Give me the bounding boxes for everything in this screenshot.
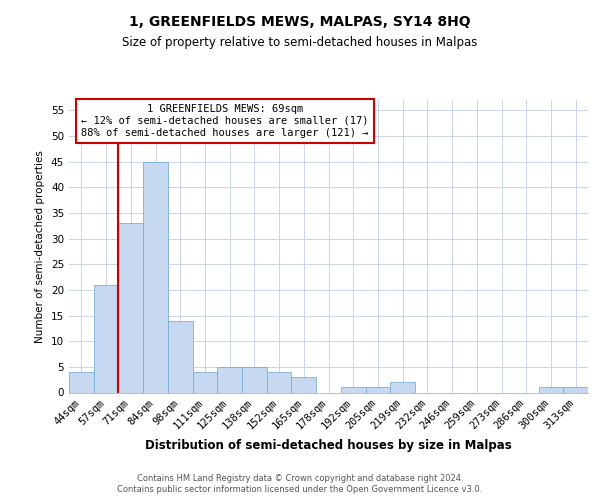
Bar: [217, 367, 242, 392]
Bar: [539, 388, 563, 392]
Bar: [365, 388, 390, 392]
Text: Contains HM Land Registry data © Crown copyright and database right 2024.
Contai: Contains HM Land Registry data © Crown c…: [118, 474, 482, 494]
Bar: [563, 388, 588, 392]
Bar: [69, 372, 94, 392]
Bar: [267, 372, 292, 392]
Text: 1 GREENFIELDS MEWS: 69sqm
← 12% of semi-detached houses are smaller (17)
88% of : 1 GREENFIELDS MEWS: 69sqm ← 12% of semi-…: [81, 104, 368, 138]
Text: Size of property relative to semi-detached houses in Malpas: Size of property relative to semi-detach…: [122, 36, 478, 49]
Bar: [168, 320, 193, 392]
Bar: [242, 367, 267, 392]
Text: 1, GREENFIELDS MEWS, MALPAS, SY14 8HQ: 1, GREENFIELDS MEWS, MALPAS, SY14 8HQ: [129, 16, 471, 30]
Bar: [193, 372, 217, 392]
Bar: [94, 284, 118, 393]
Y-axis label: Number of semi-detached properties: Number of semi-detached properties: [35, 150, 46, 342]
X-axis label: Distribution of semi-detached houses by size in Malpas: Distribution of semi-detached houses by …: [145, 440, 512, 452]
Bar: [118, 223, 143, 392]
Bar: [390, 382, 415, 392]
Bar: [143, 162, 168, 392]
Bar: [341, 388, 365, 392]
Bar: [292, 377, 316, 392]
